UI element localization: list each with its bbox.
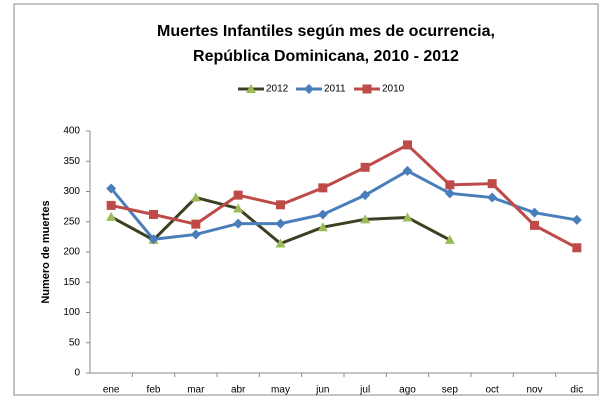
series-line [110,143,578,250]
point [362,84,372,94]
x-tick-label: dic [570,385,583,396]
point [403,140,412,150]
point [106,211,117,221]
x-tick-label: mar [187,385,205,396]
y-tick-label: 0 [74,368,80,379]
point [444,188,455,199]
point [190,229,201,240]
x-tick-label: abr [231,385,246,396]
point [275,238,286,248]
chart-title: Muertes Infantiles según mes de ocurrenc… [157,23,495,40]
x-tick-label: feb [147,385,161,396]
x-tick-label: sep [442,385,459,396]
x-tick-label: jul [359,385,370,396]
y-tick-label: 300 [63,186,80,197]
point [444,234,455,244]
point [233,190,243,200]
y-tick-label: 50 [69,337,81,348]
point [445,180,455,190]
point [148,234,159,245]
y-tick-label: 200 [63,247,80,258]
legend-label: 2010 [382,84,405,95]
point [572,243,582,253]
point [571,214,582,225]
point [360,162,370,172]
y-axis-title: Numero de muertes [40,200,52,303]
x-tick-label: ene [103,385,120,396]
point [529,207,540,218]
x-tick-label: ago [399,385,416,396]
y-tick-label: 250 [63,216,80,227]
point [149,209,158,219]
point [530,220,539,230]
point [106,183,117,194]
point [487,179,497,189]
chart-title: República Dominicana, 2010 - 2012 [193,48,459,65]
point [317,209,328,220]
point [191,219,201,229]
point [487,192,498,203]
y-tick-label: 400 [63,126,80,137]
point [190,192,201,202]
point [402,165,413,176]
x-tick-label: oct [485,385,499,396]
series-line [110,169,578,241]
x-tick-label: nov [526,385,542,396]
x-tick-label: may [271,385,290,396]
point [318,183,328,193]
x-tick-label: jun [315,385,329,396]
y-tick-label: 150 [63,277,80,288]
y-tick-label: 350 [63,156,80,167]
point [360,190,371,201]
point [246,84,256,93]
point [233,203,244,213]
point [276,200,285,210]
point [402,212,413,222]
y-tick-label: 100 [63,307,80,318]
point [304,84,314,94]
point [317,222,328,232]
point [275,218,286,229]
point [233,218,244,229]
point [106,200,116,210]
legend-label: 2011 [324,84,346,95]
point [360,214,371,224]
legend-label: 2012 [266,84,289,95]
